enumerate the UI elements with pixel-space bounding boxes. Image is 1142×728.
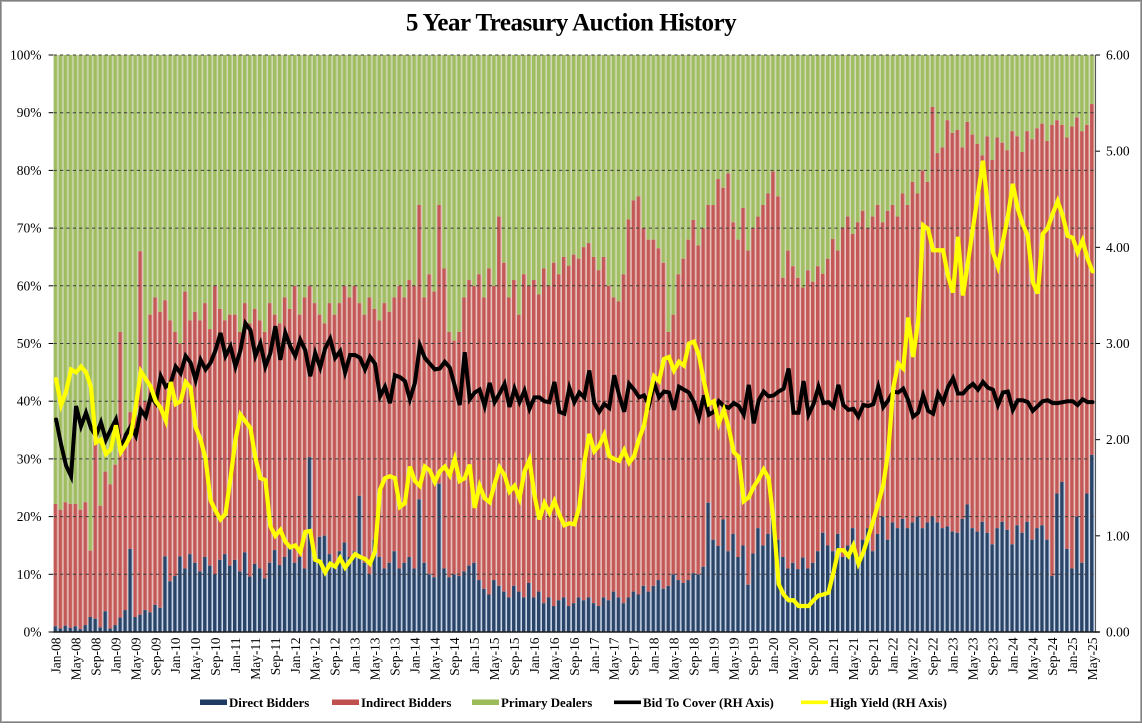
svg-text:May-21: May-21 [846,638,861,681]
svg-text:90%: 90% [17,105,42,120]
svg-text:May-19: May-19 [726,637,741,680]
svg-text:20%: 20% [17,509,42,524]
svg-text:Sep-14: Sep-14 [447,637,462,675]
svg-text:Sep-17: Sep-17 [627,637,642,675]
svg-text:Jan-09: Jan-09 [108,637,123,673]
svg-text:May-18: May-18 [666,637,681,680]
svg-text:40%: 40% [17,394,42,409]
svg-text:May-10: May-10 [188,637,203,680]
svg-text:Jan-08: Jan-08 [49,637,64,673]
svg-text:Sep-20: Sep-20 [806,637,821,675]
svg-text:Sep-10: Sep-10 [208,637,223,675]
svg-text:Jan-17: Jan-17 [587,637,602,673]
svg-text:May-20: May-20 [786,637,801,680]
svg-text:Sep-09: Sep-09 [148,637,163,675]
svg-text:5.00: 5.00 [1106,144,1130,159]
svg-text:3.00: 3.00 [1106,336,1130,351]
svg-text:2.00: 2.00 [1106,432,1130,447]
svg-text:Sep-12: Sep-12 [328,638,343,676]
svg-text:May-11: May-11 [248,638,263,680]
svg-text:Sep-22: Sep-22 [926,638,941,676]
svg-text:May-14: May-14 [427,637,442,680]
svg-text:30%: 30% [17,451,42,466]
svg-text:May-12: May-12 [308,638,323,681]
svg-text:May-16: May-16 [547,637,562,680]
svg-text:0%: 0% [24,625,42,640]
svg-text:Jan-16: Jan-16 [527,637,542,673]
svg-text:Jan-15: Jan-15 [467,637,482,673]
svg-text:May-15: May-15 [487,637,502,680]
svg-text:Jan-14: Jan-14 [407,637,422,673]
svg-text:May-23: May-23 [965,637,980,680]
svg-text:Direct Bidders: Direct Bidders [229,696,309,710]
svg-text:Jan-11: Jan-11 [228,638,243,674]
svg-text:5 Year Treasury Auction Histor: 5 Year Treasury Auction History [406,10,737,37]
svg-text:Primary Dealers: Primary Dealers [501,696,592,710]
svg-text:Jan-23: Jan-23 [946,637,961,673]
svg-text:60%: 60% [17,278,42,293]
svg-text:Sep-18: Sep-18 [686,637,701,675]
svg-text:6.00: 6.00 [1106,48,1130,63]
svg-text:May-22: May-22 [906,638,921,681]
svg-text:Sep-11: Sep-11 [268,638,283,676]
svg-text:Jan-19: Jan-19 [706,637,721,673]
svg-text:Jan-21: Jan-21 [826,638,841,674]
svg-text:80%: 80% [17,163,42,178]
svg-text:Jan-22: Jan-22 [886,638,901,674]
svg-text:Sep-13: Sep-13 [387,637,402,675]
svg-text:Jan-13: Jan-13 [348,637,363,673]
svg-text:Sep-16: Sep-16 [567,637,582,675]
svg-text:Bid To Cover (RH Axis): Bid To Cover (RH Axis) [643,696,774,710]
svg-text:Indirect Bidders: Indirect Bidders [361,696,451,710]
svg-text:May-09: May-09 [128,637,143,680]
svg-text:4.00: 4.00 [1106,240,1130,255]
svg-text:Jan-12: Jan-12 [288,638,303,674]
svg-text:May-08: May-08 [69,637,84,680]
svg-text:100%: 100% [10,48,42,63]
svg-text:Jan-24: Jan-24 [1005,637,1020,673]
svg-text:Jan-18: Jan-18 [647,637,662,673]
svg-text:Jan-10: Jan-10 [168,637,183,673]
svg-text:1.00: 1.00 [1106,528,1130,543]
svg-text:Sep-24: Sep-24 [1045,637,1060,675]
svg-text:Sep-15: Sep-15 [507,637,522,675]
svg-text:May-25: May-25 [1085,637,1100,680]
svg-text:May-17: May-17 [607,637,622,680]
svg-text:Sep-08: Sep-08 [88,637,103,675]
svg-text:May-24: May-24 [1025,637,1040,680]
svg-text:High Yield (RH Axis): High Yield (RH Axis) [830,696,947,710]
svg-text:0.00: 0.00 [1106,625,1130,640]
svg-text:May-13: May-13 [368,637,383,680]
svg-text:Jan-25: Jan-25 [1065,637,1080,673]
svg-text:10%: 10% [17,567,42,582]
svg-text:Jan-20: Jan-20 [766,637,781,673]
svg-text:Sep-21: Sep-21 [866,638,881,676]
svg-text:Sep-23: Sep-23 [985,637,1000,675]
svg-text:Sep-19: Sep-19 [746,637,761,675]
svg-text:70%: 70% [17,221,42,236]
svg-text:50%: 50% [17,336,42,351]
